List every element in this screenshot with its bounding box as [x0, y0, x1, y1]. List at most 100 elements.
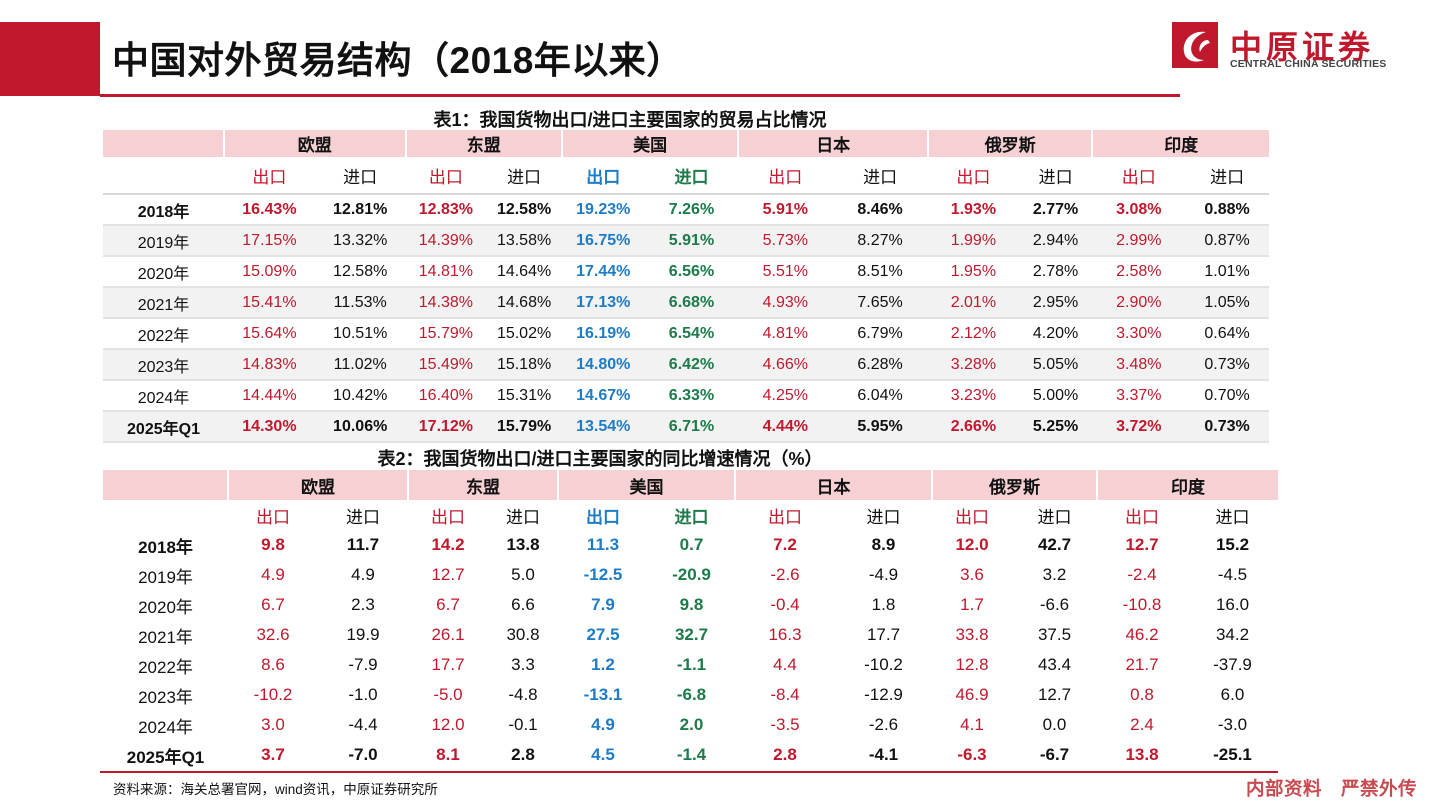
- table-cell: 14.83%: [224, 349, 315, 381]
- table-cell: 0.73%: [1185, 349, 1269, 381]
- table-cell: -0.1: [508, 715, 538, 734]
- table-cell: 11.3: [586, 535, 620, 554]
- table-cell: 6.68%: [644, 287, 739, 319]
- table-cell: 16.19%: [561, 318, 645, 350]
- logo-english-name: CENTRAL CHINA SECURITIES: [1230, 58, 1387, 70]
- table-cell: 3.30%: [1092, 318, 1186, 350]
- table-cell: 0.88%: [1185, 194, 1269, 226]
- table-cell: 15.79%: [405, 318, 487, 350]
- corner-cell: [103, 500, 228, 530]
- corner-cell: [103, 130, 225, 157]
- flow-header-row: 出口 进口 出口 进口 出口 进口 出口 进口 出口 进口 出口 进口: [103, 157, 1269, 195]
- table-cell: 12.0: [955, 535, 989, 554]
- flow-header: 进口: [1037, 507, 1072, 527]
- table-cell: 13.32%: [314, 225, 406, 257]
- corner-cell: [103, 470, 228, 500]
- table-cell: 9.8: [679, 595, 704, 614]
- table-cell: 5.91%: [738, 194, 833, 226]
- row-year: 2022年: [138, 657, 193, 677]
- table-cell: -20.9: [672, 565, 711, 584]
- flow-header: 出口: [405, 157, 487, 195]
- row-year: 2022年: [103, 318, 225, 350]
- table-cell: -2.6: [770, 565, 800, 584]
- table-cell: 2.66%: [928, 411, 1019, 443]
- table-row: 2021年 15.41% 11.53% 14.38% 14.68% 17.13% 6.68%…: [103, 287, 1269, 319]
- table-cell: 6.56%: [644, 256, 739, 288]
- region-header: 俄罗斯: [926, 130, 1093, 157]
- table-cell: -2.4: [1127, 565, 1157, 584]
- flow-header: 出口: [224, 157, 315, 195]
- row-year: 2025年Q1: [103, 411, 225, 443]
- flow-header: 出口: [561, 157, 645, 195]
- table-cell: 4.9: [591, 715, 615, 734]
- table-cell: 19.23%: [561, 194, 645, 226]
- table-cell: 0.0: [1042, 715, 1067, 734]
- table-cell: 0.70%: [1185, 380, 1269, 412]
- row-year: 2018年: [103, 194, 225, 226]
- table-cell: -10.2: [253, 685, 293, 704]
- flow-header: 出口: [431, 507, 465, 527]
- row-year: 2019年: [138, 567, 193, 587]
- table-cell: 0.7: [679, 535, 704, 554]
- region-header: 美国: [557, 470, 735, 500]
- table-cell: 17.7: [431, 655, 465, 674]
- table-cell: 4.9: [351, 565, 375, 584]
- table-cell: -10.2: [864, 655, 903, 674]
- row-year: 2018年: [138, 537, 193, 557]
- table-cell: 2.90%: [1092, 287, 1186, 319]
- table-cell: -6.7: [1039, 745, 1070, 764]
- table-cell: 15.18%: [486, 349, 562, 381]
- table-cell: 12.7: [1037, 685, 1072, 704]
- table-cell: 13.8: [1125, 745, 1159, 764]
- table-cell: 4.5: [591, 745, 615, 764]
- flow-header: 出口: [768, 507, 802, 527]
- table-cell: 19.9: [346, 625, 380, 644]
- table-cell: 0.87%: [1185, 225, 1269, 257]
- table-cell: 32.6: [256, 625, 290, 644]
- flow-header: 进口: [314, 157, 406, 195]
- flow-header: 进口: [346, 507, 380, 527]
- row-year: 2024年: [138, 717, 193, 737]
- region-header: 欧盟: [227, 470, 408, 500]
- table-cell: 0.73%: [1185, 411, 1269, 443]
- table-cell: 1.01%: [1185, 256, 1269, 288]
- table-cell: 15.41%: [224, 287, 315, 319]
- table-cell: 13.8: [506, 535, 540, 554]
- flow-header: 进口: [506, 507, 540, 527]
- table-cell: -2.6: [868, 715, 899, 734]
- table-cell: 14.80%: [561, 349, 645, 381]
- table-cell: 6.7: [436, 595, 460, 614]
- table-cell: 16.3: [768, 625, 802, 644]
- row-year: 2023年: [103, 349, 225, 381]
- table-cell: 17.15%: [224, 225, 315, 257]
- table-cell: -25.1: [1213, 745, 1252, 764]
- table-row: 2022年 15.64% 10.51% 15.79% 15.02% 16.19% 6.54%…: [103, 318, 1269, 350]
- flow-header: 进口: [674, 507, 709, 527]
- flow-header: 进口: [486, 157, 562, 195]
- flow-header: 出口: [928, 157, 1019, 195]
- table-cell: 46.9: [955, 685, 989, 704]
- table-row: 2021年 32.6 19.9 26.1 30.8 27.5 32.7 16.3 17.7 33.…: [103, 620, 1278, 650]
- table-cell: 3.08%: [1092, 194, 1186, 226]
- table-cell: 11.02%: [314, 349, 406, 381]
- row-year: 2020年: [103, 256, 225, 288]
- row-year: 2023年: [138, 687, 193, 707]
- title-divider: [100, 94, 1180, 97]
- table-cell: 6.54%: [644, 318, 739, 350]
- table-cell: -4.4: [348, 715, 378, 734]
- table-cell: -3.5: [770, 715, 800, 734]
- table-cell: 5.73%: [738, 225, 833, 257]
- region-header-row: 欧盟 东盟 美国 日本 俄罗斯 印度: [103, 470, 1278, 500]
- table-cell: 1.7: [960, 595, 984, 614]
- table-cell: 5.00%: [1018, 380, 1093, 412]
- table-cell: 2.99%: [1092, 225, 1186, 257]
- region-header: 印度: [1091, 130, 1269, 157]
- table-cell: -6.8: [676, 685, 707, 704]
- table-cell: 16.0: [1215, 595, 1250, 614]
- company-logo: 中原证券 CENTRAL CHINA SECURITIES: [1172, 22, 1412, 72]
- row-year: 2021年: [138, 627, 193, 647]
- table-cell: 12.8: [955, 655, 989, 674]
- table-cell: 6.28%: [832, 349, 928, 381]
- flow-header: 进口: [1185, 157, 1269, 195]
- table-cell: 16.75%: [561, 225, 645, 257]
